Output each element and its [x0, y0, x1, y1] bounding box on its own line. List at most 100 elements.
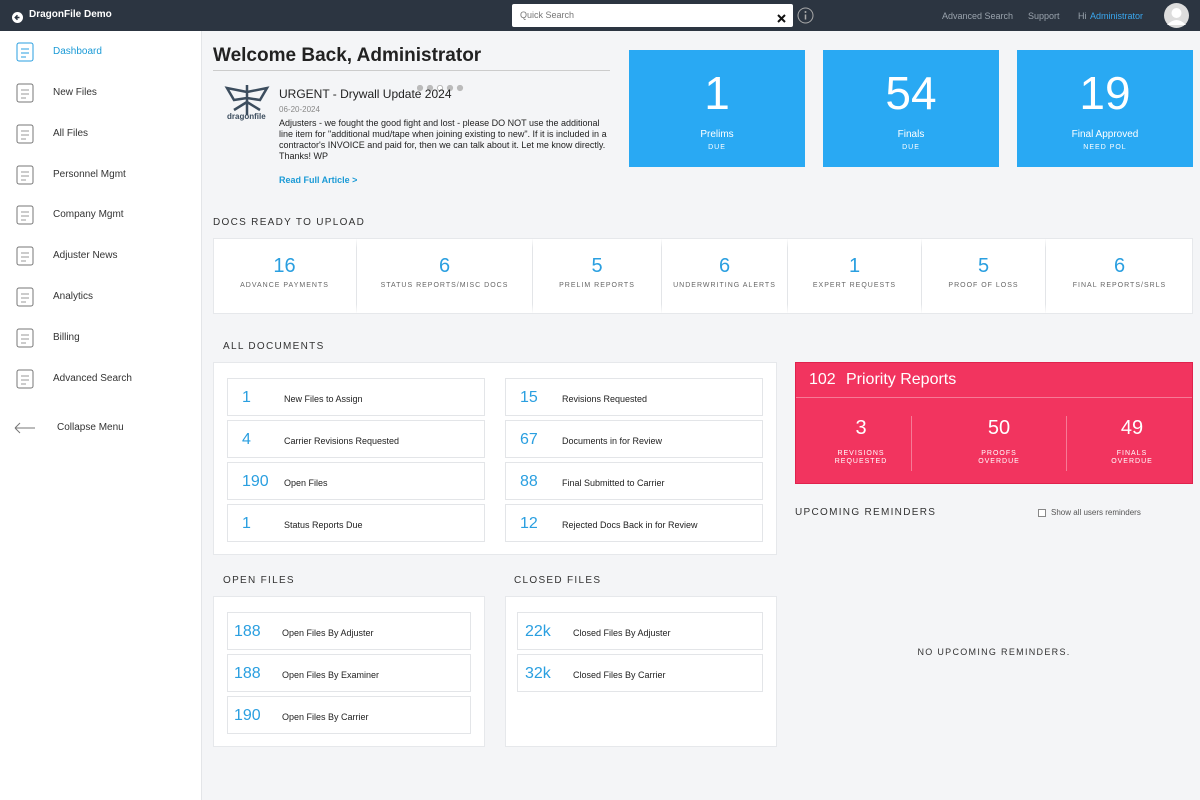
nav-item[interactable]: Adjuster News [53, 250, 118, 261]
top-link[interactable]: Advanced Search [942, 11, 1014, 21]
nav-icon [14, 82, 36, 104]
docs-label: FINAL REPORTS/SRLS [1072, 282, 1167, 289]
doc-count: 32k [525, 665, 551, 682]
nav-item[interactable]: Collapse Menu [57, 422, 124, 433]
docs-stat[interactable]: 6 UNDERWRITING ALERTS [662, 238, 788, 314]
doc-label: Open Files By Carrier [282, 712, 369, 722]
doc-item[interactable]: 12 Rejected Docs Back in for Review [505, 504, 763, 542]
doc-label: New Files to Assign [284, 394, 363, 404]
doc-label: Final Submitted to Carrier [562, 478, 665, 488]
docs-stat[interactable]: 1 EXPERT REQUESTS [788, 238, 922, 314]
nav-item[interactable]: Analytics [53, 291, 94, 302]
stat-label: Final Approved [1071, 129, 1139, 140]
doc-label: Open Files By Examiner [282, 670, 380, 680]
doc-count: 190 [234, 707, 261, 724]
docs-label: EXPERT REQUESTS [812, 282, 897, 289]
doc-label: Documents in for Review [562, 436, 663, 446]
docs-value: 16 [273, 255, 296, 277]
doc-label: Closed Files By Carrier [573, 670, 666, 680]
user-menu[interactable]: Administrator [1090, 11, 1144, 21]
doc-item[interactable]: 88 Final Submitted to Carrier [505, 462, 763, 500]
nav-icon [14, 245, 36, 267]
doc-item[interactable]: 188 Open Files By Adjuster [227, 612, 471, 650]
doc-count: 4 [242, 431, 251, 448]
doc-count: 190 [242, 473, 269, 490]
docs-stat[interactable]: 6 STATUS REPORTS/MISC DOCS [357, 238, 533, 314]
nav-icon [14, 41, 36, 63]
priority-panel[interactable]: 102 Priority Reports 3 REVISIONS REQUESTED 5… [795, 362, 1193, 484]
docs-label: UNDERWRITING ALERTS [673, 282, 776, 289]
doc-label: Closed Files By Adjuster [573, 628, 671, 638]
nav-icon [14, 286, 36, 308]
doc-item[interactable]: 32k Closed Files By Carrier [517, 654, 763, 692]
priority-sep [1066, 416, 1067, 471]
doc-item[interactable]: 67 Documents in for Review [505, 420, 763, 458]
docs-value: 5 [977, 255, 990, 277]
title-underline [213, 70, 610, 71]
doc-item[interactable]: 190 Open Files By Carrier [227, 696, 471, 734]
greeting: Hi [1078, 11, 1087, 21]
doc-item[interactable]: 188 Open Files By Examiner [227, 654, 471, 692]
doc-count: 22k [525, 623, 551, 640]
nav-item[interactable]: New Files [53, 87, 97, 98]
stat-sub: NEED POL [1083, 144, 1127, 151]
doc-item[interactable]: 22k Closed Files By Adjuster [517, 612, 763, 650]
docs-stat[interactable]: 16 ADVANCE PAYMENTS [213, 238, 357, 314]
news-body: Adjusters - we fought the good fight and… [279, 118, 607, 161]
nav-item[interactable]: All Files [53, 128, 89, 139]
news-logo-text: dragonfile [227, 112, 266, 121]
info-icon [797, 7, 814, 24]
doc-item[interactable]: 4 Carrier Revisions Requested [227, 420, 485, 458]
search-box[interactable]: Quick Search [512, 4, 793, 27]
doc-label: Revisions Requested [562, 394, 648, 404]
nav-item[interactable]: Company Mgmt [53, 209, 124, 220]
nav-item[interactable]: Dashboard [53, 46, 102, 57]
priority-label: FINALS OVERDUE [1111, 450, 1153, 465]
priority-count: 102 [809, 371, 836, 388]
stat-label: Prelims [700, 129, 734, 140]
stat-card[interactable]: 54 Finals DUE [823, 50, 999, 167]
doc-count: 188 [234, 623, 261, 640]
clear-icon [777, 10, 786, 23]
doc-item[interactable]: 15 Revisions Requested [505, 378, 763, 416]
back-icon [12, 10, 23, 23]
docs-label: PROOF OF LOSS [948, 282, 1019, 289]
carousel-dots [416, 80, 465, 92]
doc-item[interactable]: 1 Status Reports Due [227, 504, 485, 542]
docs-panel [213, 238, 1193, 314]
nav-icon [14, 204, 36, 226]
empty-reminders: NO UPCOMING REMINDERS. [917, 647, 1071, 657]
docs-stat[interactable]: 5 PROOF OF LOSS [922, 238, 1046, 314]
doc-count: 188 [234, 665, 261, 682]
docs-stat[interactable]: 5 PRELIM REPORTS [533, 238, 662, 314]
top-link[interactable]: Support [1028, 11, 1060, 21]
nav-item[interactable]: Billing [53, 332, 80, 343]
nav-icon [14, 368, 36, 390]
section-heading: CLOSED FILES [514, 575, 602, 586]
news-link[interactable]: Read Full Article > [279, 175, 358, 185]
doc-item[interactable]: 190 Open Files [227, 462, 485, 500]
news-title: URGENT - Drywall Update 2024 [279, 87, 452, 101]
app-name: DragonFile Demo [29, 9, 112, 20]
doc-label: Rejected Docs Back in for Review [562, 520, 698, 530]
doc-label: Open Files By Adjuster [282, 628, 374, 638]
nav-item[interactable]: Advanced Search [53, 373, 132, 384]
doc-label: Open Files [284, 478, 328, 488]
docs-value: 5 [591, 255, 603, 277]
nav-item[interactable]: Personnel Mgmt [53, 169, 126, 180]
priority-title: Priority Reports [846, 371, 957, 388]
doc-item[interactable]: 1 New Files to Assign [227, 378, 485, 416]
checkbox-label[interactable]: Show all users reminders [1051, 508, 1141, 517]
docs-stat[interactable]: 6 FINAL REPORTS/SRLS [1046, 238, 1193, 314]
stat-label: Finals [897, 129, 925, 140]
priority-sep [911, 416, 912, 471]
sidebar [0, 31, 202, 800]
stat-card[interactable]: 1 Prelims DUE [629, 50, 805, 167]
nav-icon [14, 417, 36, 439]
nav-icon [14, 164, 36, 186]
checkbox[interactable] [1038, 509, 1046, 517]
doc-count: 88 [520, 473, 538, 490]
docs-label: ADVANCE PAYMENTS [240, 282, 329, 289]
stat-card[interactable]: 19 Final Approved NEED POL [1017, 50, 1193, 167]
docs-value: 6 [438, 255, 451, 277]
